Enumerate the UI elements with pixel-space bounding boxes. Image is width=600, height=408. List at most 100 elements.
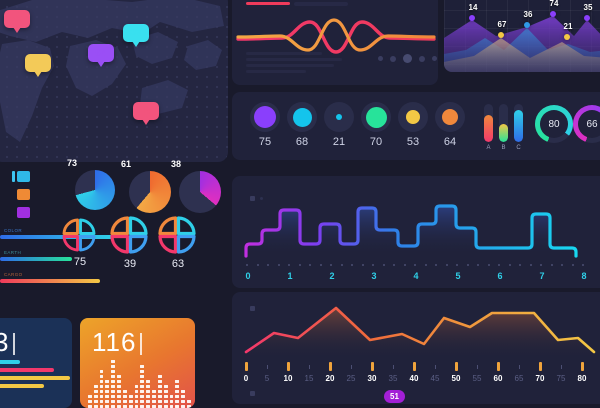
equalizer-segment xyxy=(117,390,121,393)
wave-chart-panel[interactable] xyxy=(232,0,438,85)
progress-bar-fill xyxy=(0,279,100,283)
axis-tick-minor xyxy=(351,365,352,369)
gauge-value: 80 xyxy=(540,110,568,138)
metrics-row-panel: 75 68 21 70 53 64 ABC 806650 xyxy=(232,92,600,160)
equalizer-segment xyxy=(99,395,104,398)
equalizer-segment xyxy=(111,390,116,393)
pie-chart[interactable] xyxy=(129,171,171,213)
axis-tick-dot xyxy=(414,264,416,266)
bubble-indicator[interactable]: 53 xyxy=(394,102,432,148)
bubble-value: 21 xyxy=(332,136,346,148)
pagination-dot[interactable] xyxy=(403,54,412,63)
equalizer-segment xyxy=(157,385,162,388)
data-point-dot[interactable] xyxy=(564,34,570,40)
equalizer-segment xyxy=(105,390,110,393)
gauge-value: 66 xyxy=(578,110,600,138)
map-marker[interactable]: 18 xyxy=(133,102,159,125)
pagination-dot[interactable] xyxy=(390,55,396,62)
mountain-chart-panel[interactable]: 14 67 36 74 21 35 xyxy=(444,0,600,72)
pagination-dot[interactable] xyxy=(432,56,437,61)
equalizer-segment xyxy=(99,375,104,378)
flower-icon-value: 75 xyxy=(73,256,87,268)
flower-icon[interactable] xyxy=(62,218,96,252)
map-marker[interactable]: 56 xyxy=(4,10,30,33)
slider-fill xyxy=(514,109,523,142)
stat-card-blue-bars xyxy=(0,360,72,392)
axis-tick-dot xyxy=(435,264,437,266)
mountain-chart-svg xyxy=(444,16,600,72)
axis-tick-dot xyxy=(498,264,500,266)
data-point-dot[interactable] xyxy=(584,15,590,21)
wave-chart-svg xyxy=(236,18,436,54)
stat-card-blue[interactable]: 3 xyxy=(0,318,72,408)
map-marker[interactable]: 27 xyxy=(25,54,51,77)
axis-tick-dot xyxy=(487,264,490,266)
pagination-dot[interactable] xyxy=(419,55,425,62)
bubble-indicator[interactable]: 75 xyxy=(246,102,284,148)
stat-card-orange[interactable]: 116 xyxy=(80,318,195,408)
axis-tick-label: 80 xyxy=(577,374,587,383)
pagination-dot[interactable] xyxy=(378,56,383,61)
equalizer-segment xyxy=(152,390,156,393)
pagination-dots[interactable] xyxy=(378,54,437,63)
data-point-dot[interactable] xyxy=(498,32,504,38)
orange-area-panel[interactable]: 0 5 10 15 20 25 30 35 40 45 50 55 60 65 70 75 80 51 xyxy=(232,292,600,404)
pie-chart[interactable] xyxy=(179,171,221,213)
legend-square xyxy=(250,306,255,311)
flower-icon[interactable] xyxy=(158,216,196,254)
equalizer-column xyxy=(93,385,98,408)
equalizer-column xyxy=(117,375,121,408)
bubble-indicator[interactable]: 68 xyxy=(283,102,321,148)
data-point-dot[interactable] xyxy=(469,15,475,21)
world-map-panel[interactable]: 56 37 64 27 18 xyxy=(0,0,228,162)
pie-chart[interactable] xyxy=(75,170,115,210)
bubble-indicator[interactable]: 70 xyxy=(357,102,395,148)
axis-tick-dot xyxy=(582,264,584,266)
map-marker[interactable]: 64 xyxy=(88,44,114,67)
axis-tick-label: 0 xyxy=(243,374,249,383)
bubble-fill xyxy=(406,110,420,124)
bubble-value: 64 xyxy=(443,136,457,148)
equalizer-segment xyxy=(88,395,92,398)
data-point-dot[interactable] xyxy=(550,11,556,17)
bubble-indicator[interactable]: 21 xyxy=(320,102,358,148)
axis-tick-dot xyxy=(351,264,353,266)
value-badge[interactable]: 51 xyxy=(384,390,405,403)
map-marker-value: 18 xyxy=(140,105,152,117)
bubble-indicator[interactable]: 64 xyxy=(431,102,469,148)
equalizer-segment xyxy=(122,400,127,403)
axis-tick-major xyxy=(245,362,248,371)
progress-bar-list: COLOR EARTH CARGO xyxy=(0,228,118,294)
gauge-chart[interactable]: 66 xyxy=(573,105,600,143)
axis-tick-label-minor: 75 xyxy=(556,374,566,383)
stat-card-orange-value: 116 xyxy=(92,327,143,358)
slider-b[interactable] xyxy=(499,104,508,142)
axis-tick-dot xyxy=(466,264,469,266)
flower-icon[interactable] xyxy=(110,216,148,254)
slider-a[interactable] xyxy=(484,104,493,142)
axis-tick-minor xyxy=(477,365,478,369)
equalizer-segment xyxy=(99,400,104,403)
axis-tick-dot xyxy=(393,264,395,266)
equalizer-segment xyxy=(99,390,104,393)
equalizer-segment xyxy=(140,395,145,398)
data-point-dot[interactable] xyxy=(524,22,530,28)
progress-bar-label: EARTH xyxy=(4,250,22,255)
stat-card-blue-value: 3 xyxy=(0,327,16,358)
equalizer-segment xyxy=(146,380,151,383)
axis-tick-dot xyxy=(277,264,280,266)
bubble-value: 53 xyxy=(406,136,420,148)
equalizer-segment xyxy=(175,400,180,403)
map-marker[interactable]: 37 xyxy=(123,24,149,47)
axis-tick-label: 40 xyxy=(409,374,419,383)
map-dot-grid xyxy=(0,0,228,162)
stepped-line-panel[interactable]: 0 1 2 3 4 5 6 7 8 xyxy=(232,176,600,288)
legend-dot xyxy=(260,197,263,200)
data-point-label: 35 xyxy=(583,3,593,12)
equalizer-segment xyxy=(111,375,116,378)
equalizer-segment xyxy=(111,395,116,398)
slider-c[interactable] xyxy=(514,104,523,142)
axis-tick-dot xyxy=(267,264,269,266)
gauge-chart[interactable]: 80 xyxy=(535,105,573,143)
